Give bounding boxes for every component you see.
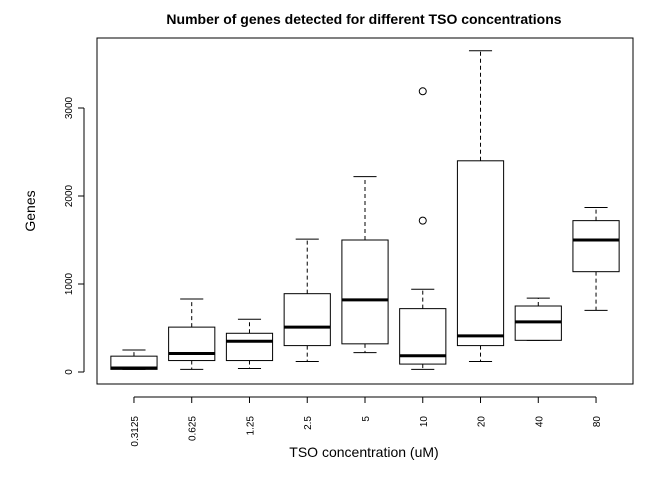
- box-0.3125: [110, 349, 158, 370]
- box-iqr: [456, 160, 505, 347]
- x-tick-label: 5: [361, 416, 372, 422]
- x-tick-label: 40: [534, 416, 545, 428]
- x-axis: 0.3125 0.625 1.25 2.5 5 10 20 40 80: [130, 396, 603, 447]
- x-tick-label: 2.5: [303, 416, 314, 430]
- box-5: [341, 176, 389, 354]
- plot-frame: [96, 37, 634, 385]
- box-80: [572, 206, 620, 311]
- box-1.25: [225, 318, 274, 369]
- plot-area: 0 1000 2000 3000 0.3125 0.625 1.25 2.5 5 10 20 40 80: [64, 50, 620, 447]
- x-tick-label: 20: [477, 416, 488, 428]
- y-tick-label: 1000: [64, 272, 75, 295]
- box-40: [514, 297, 562, 341]
- outlier-point: [418, 87, 427, 96]
- x-tick-label: 0.625: [188, 416, 199, 441]
- y-tick-label: 0: [64, 369, 75, 375]
- x-axis-label: TSO concentration (uM): [289, 444, 438, 460]
- x-tick-label: 1.25: [245, 416, 256, 436]
- box-0.625: [168, 298, 216, 370]
- x-tick-label: 10: [419, 416, 430, 428]
- box-10: [399, 87, 447, 370]
- chart-title: Number of genes detected for different T…: [166, 11, 561, 27]
- y-tick-label: 2000: [64, 184, 75, 207]
- y-tick-label: 3000: [64, 96, 75, 119]
- outlier-point: [418, 216, 427, 225]
- y-axis-label: Genes: [22, 190, 38, 231]
- box-20: [456, 50, 505, 362]
- box-iqr: [283, 293, 331, 347]
- box-iqr: [341, 239, 389, 345]
- x-tick-label: 80: [592, 416, 603, 428]
- box-iqr: [225, 332, 274, 362]
- y-axis: 0 1000 2000 3000: [64, 96, 85, 375]
- box-iqr: [572, 220, 620, 273]
- box-iqr: [168, 326, 216, 362]
- x-tick-label: 0.3125: [130, 416, 141, 447]
- box-2.5: [283, 238, 331, 362]
